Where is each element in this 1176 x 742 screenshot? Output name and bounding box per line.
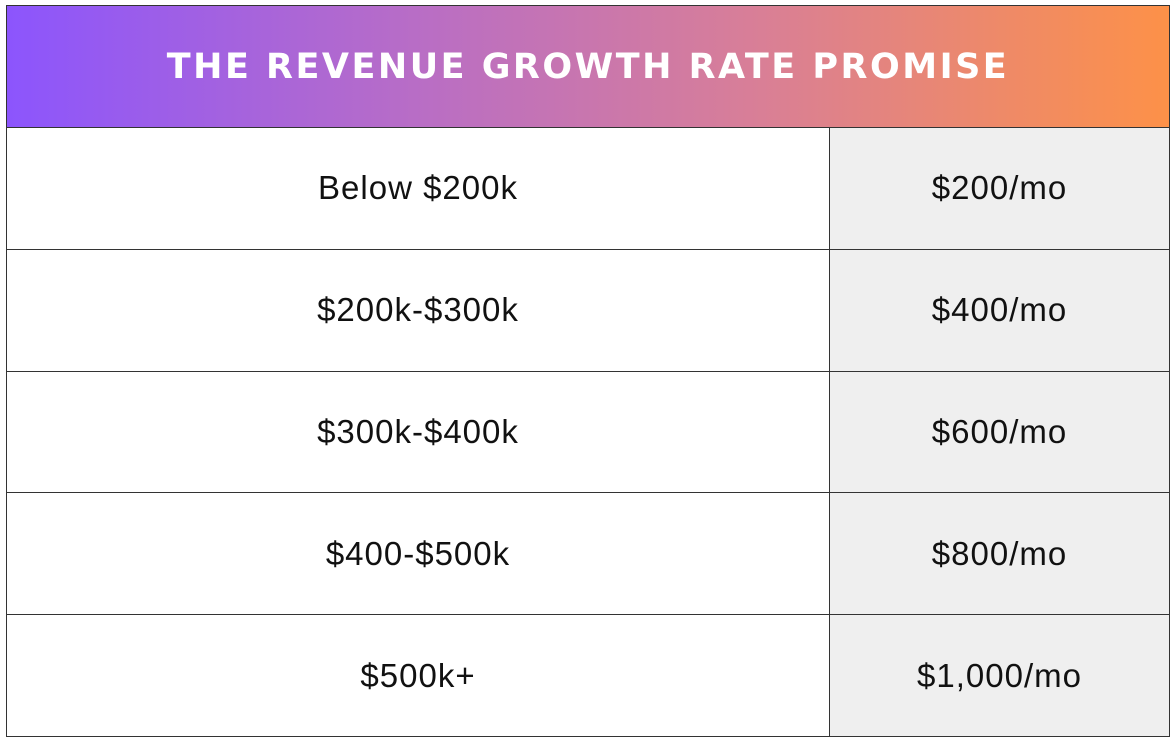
table-title: THE REVENUE GROWTH RATE PROMISE (166, 46, 1010, 87)
pricing-table: THE REVENUE GROWTH RATE PROMISE Below $2… (6, 5, 1170, 737)
revenue-range-cell: $400-$500k (7, 493, 830, 615)
table-row: $200k-$300k $400/mo (7, 249, 1169, 372)
price-cell: $600/mo (830, 371, 1169, 493)
price-cell: $800/mo (830, 493, 1169, 615)
table-row: $400-$500k $800/mo (7, 493, 1169, 616)
table-header: THE REVENUE GROWTH RATE PROMISE (7, 6, 1169, 128)
table-row: $300k-$400k $600/mo (7, 371, 1169, 494)
revenue-range-cell: $300k-$400k (7, 371, 830, 493)
table-row: Below $200k $200/mo (7, 128, 1169, 250)
price-cell: $400/mo (830, 249, 1169, 371)
revenue-range-cell: $500k+ (7, 615, 830, 736)
price-cell: $1,000/mo (830, 615, 1169, 736)
revenue-range-cell: Below $200k (7, 128, 830, 249)
table-row: $500k+ $1,000/mo (7, 615, 1169, 736)
revenue-range-cell: $200k-$300k (7, 249, 830, 371)
price-cell: $200/mo (830, 128, 1169, 249)
